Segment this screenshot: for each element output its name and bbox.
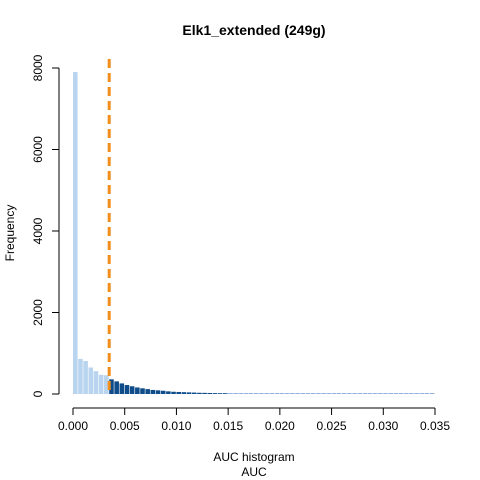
histogram-bar — [119, 383, 125, 394]
histogram-bar — [217, 393, 223, 394]
histogram-bar — [331, 393, 337, 394]
histogram-bar — [78, 358, 83, 394]
chart-title: Elk1_extended (249g) — [182, 22, 325, 38]
histogram-bar — [88, 367, 94, 394]
histogram-bar — [197, 392, 202, 394]
histogram-bar — [135, 387, 140, 394]
y-tick-label: 8000 — [31, 54, 45, 81]
histogram-bar — [352, 393, 357, 394]
histogram-bar — [238, 393, 244, 394]
x-tick-label: 0.020 — [265, 419, 295, 433]
x-tick-label: 0.000 — [58, 419, 88, 433]
histogram-bar — [243, 393, 249, 394]
histogram-bar — [388, 393, 394, 394]
histogram-bar — [414, 393, 419, 394]
histogram-bar — [429, 393, 435, 394]
histogram-bar — [274, 393, 280, 394]
histogram-bars — [73, 72, 435, 394]
histogram-bar — [73, 72, 78, 394]
histogram-bar — [104, 375, 109, 394]
histogram-bar — [166, 391, 171, 394]
histogram-bar — [207, 392, 213, 394]
y-tick-label: 0 — [31, 390, 45, 397]
histogram-bar — [145, 389, 150, 394]
histogram-bar — [129, 386, 135, 394]
histogram-bar — [321, 393, 326, 394]
x-axis-sublabel: AUC — [241, 465, 267, 479]
histogram-bar — [228, 393, 233, 394]
histogram-bar — [290, 393, 295, 394]
histogram-bar — [150, 389, 156, 394]
histogram-bar — [222, 393, 228, 394]
histogram-bar — [383, 393, 388, 394]
histogram-bar — [419, 393, 425, 394]
histogram-bar — [155, 390, 161, 394]
histogram-bar — [212, 393, 218, 394]
histogram-bar — [409, 393, 414, 394]
histogram-bar — [191, 392, 197, 394]
histogram-bar — [393, 393, 399, 394]
x-tick-label: 0.030 — [368, 419, 398, 433]
histogram-bar — [295, 393, 300, 394]
y-axis-label: Frequency — [3, 205, 17, 262]
histogram-bar — [233, 393, 238, 394]
histogram-bar — [248, 393, 254, 394]
histogram-bar — [305, 393, 311, 394]
histogram-bar — [285, 393, 290, 394]
histogram-bar — [300, 393, 306, 394]
histogram-bar — [279, 393, 285, 394]
histogram-bar — [98, 374, 104, 394]
histogram-bar — [202, 392, 207, 394]
histogram-bar — [269, 393, 275, 394]
histogram-bar — [310, 393, 316, 394]
histogram-bar — [357, 393, 362, 394]
y-axis: 0 2000 4000 6000 8000 — [31, 54, 60, 397]
histogram-bar — [93, 371, 99, 394]
histogram-bar — [171, 391, 176, 394]
histogram-bar — [254, 393, 259, 394]
histogram-bar — [398, 393, 404, 394]
x-axis-label: AUC histogram — [213, 450, 294, 464]
y-tick-label: 4000 — [31, 217, 45, 244]
histogram-bar — [264, 393, 269, 394]
histogram-bar — [83, 360, 88, 394]
histogram-bar — [124, 385, 130, 394]
x-axis: 0.000 0.005 0.010 0.015 0.020 0.025 0.030 0.035 — [58, 407, 450, 433]
histogram-bar — [336, 393, 342, 394]
histogram-bar — [181, 392, 187, 394]
histogram-bar — [326, 393, 331, 394]
histogram-bar — [367, 393, 373, 394]
histogram-bar — [316, 393, 321, 394]
histogram-bar — [186, 392, 192, 394]
x-tick-label: 0.015 — [213, 419, 243, 433]
histogram-bar — [109, 379, 114, 394]
histogram-bar — [259, 393, 264, 394]
histogram-bar — [140, 388, 145, 394]
histogram-bar — [372, 393, 378, 394]
x-tick-label: 0.005 — [110, 419, 140, 433]
y-tick-label: 6000 — [31, 136, 45, 163]
histogram-bar — [160, 390, 166, 394]
y-tick-label: 2000 — [31, 299, 45, 326]
histogram-bar — [347, 393, 352, 394]
histogram-bar — [403, 393, 409, 394]
histogram-bar — [114, 381, 119, 394]
histogram-bar — [341, 393, 347, 394]
histogram-bar — [176, 391, 181, 394]
x-tick-label: 0.035 — [420, 419, 450, 433]
x-tick-label: 0.025 — [317, 419, 347, 433]
histogram-bar — [362, 393, 368, 394]
histogram-bar — [424, 393, 430, 394]
x-tick-label: 0.010 — [161, 419, 191, 433]
histogram-bar — [378, 393, 383, 394]
